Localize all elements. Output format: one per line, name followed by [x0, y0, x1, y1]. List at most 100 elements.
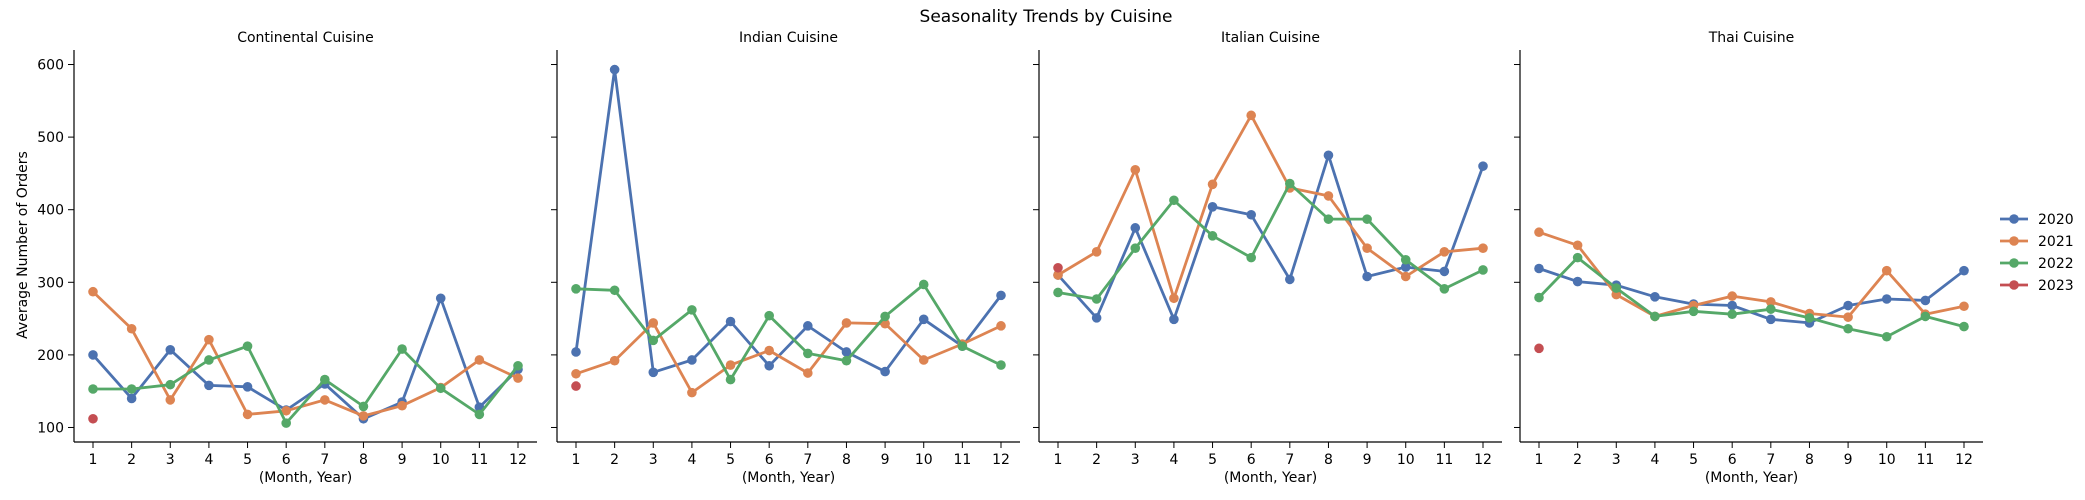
data-point-2021 — [1727, 291, 1737, 301]
data-point-2021 — [320, 395, 330, 405]
data-point-2021 — [918, 355, 929, 365]
data-point-2020 — [803, 321, 813, 331]
data-point-2021 — [1439, 247, 1450, 257]
data-point-2022 — [1572, 252, 1583, 263]
legend-label: 2023 — [2038, 278, 2074, 294]
legend-label: 2021 — [2038, 234, 2074, 250]
data-point-2020 — [1843, 300, 1853, 311]
x-tick-label: 4 — [687, 452, 696, 468]
x-tick-label: 8 — [359, 452, 368, 468]
series-line-2021 — [1057, 113, 1484, 300]
legend-item: 2023 — [2000, 278, 2074, 294]
data-point-2020 — [918, 314, 929, 325]
data-point-2020 — [435, 293, 446, 304]
data-point-2022 — [242, 341, 253, 351]
data-point-2020 — [1362, 271, 1372, 282]
data-point-2023 — [1053, 262, 1063, 273]
legend-item: 2021 — [2000, 234, 2074, 250]
data-point-2021 — [126, 323, 137, 334]
x-tick-label: 10 — [915, 452, 933, 468]
data-point-2022 — [1804, 313, 1815, 323]
data-point-2021 — [204, 334, 214, 345]
x-tick-label: 12 — [1474, 452, 1492, 468]
y-tick-label: 200 — [37, 348, 64, 364]
x-tick-label: 11 — [1916, 452, 1934, 468]
data-point-2020 — [165, 345, 176, 355]
data-point-2022 — [1285, 178, 1295, 189]
data-point-2022 — [126, 384, 137, 394]
data-point-2020 — [242, 382, 253, 392]
facet-title: Italian Cuisine — [1221, 30, 1320, 46]
data-point-2022 — [648, 335, 659, 346]
x-tick-label: 8 — [1805, 452, 1814, 468]
data-point-2022 — [1323, 214, 1334, 224]
x-tick-label: 3 — [1131, 452, 1140, 468]
data-point-2021 — [1091, 247, 1102, 257]
data-point-2020 — [1959, 265, 1969, 276]
data-point-2020 — [1439, 266, 1450, 277]
data-point-2022 — [1688, 306, 1699, 317]
legend-swatch-marker — [2009, 258, 2019, 268]
data-point-2021 — [1246, 110, 1256, 121]
x-tick-label: 3 — [649, 452, 658, 468]
series-line-2020 — [574, 68, 1003, 374]
data-point-2022 — [1920, 311, 1931, 322]
data-point-2022 — [1246, 252, 1256, 263]
data-point-2021 — [397, 400, 407, 411]
x-tick-label: 1 — [89, 452, 98, 468]
x-tick-label: 7 — [1766, 452, 1775, 468]
data-point-2020 — [1766, 314, 1776, 325]
data-point-2020 — [880, 366, 890, 377]
data-point-2022 — [1881, 331, 1892, 342]
data-point-2022 — [435, 383, 446, 394]
data-point-2021 — [996, 321, 1006, 331]
x-tick-label: 3 — [1612, 452, 1621, 468]
series-line-2022 — [93, 344, 520, 425]
data-point-2022 — [165, 379, 176, 390]
data-point-2020 — [687, 355, 697, 365]
series-line-2021 — [1538, 230, 1965, 319]
x-tick-label: 4 — [1650, 452, 1659, 468]
x-tick-label: 10 — [1878, 452, 1896, 468]
data-point-2022 — [571, 284, 581, 294]
x-tick-label: 1 — [1535, 452, 1544, 468]
x-tick-label: 11 — [470, 452, 488, 468]
x-tick-label: 5 — [243, 452, 252, 468]
data-point-2022 — [957, 341, 968, 351]
data-point-2021 — [1766, 297, 1776, 307]
x-tick-label: 8 — [842, 452, 851, 468]
x-tick-label: 12 — [509, 452, 527, 468]
x-tick-label: 6 — [765, 452, 774, 468]
data-point-2021 — [1207, 179, 1218, 190]
data-point-2021 — [474, 355, 485, 365]
x-tick-label: 10 — [1397, 452, 1415, 468]
x-tick-label: 9 — [1363, 452, 1372, 468]
data-point-2020 — [1881, 294, 1892, 304]
data-point-2023 — [1534, 343, 1544, 354]
data-point-2022 — [513, 360, 523, 371]
data-point-2021 — [242, 409, 253, 420]
legend-swatch-marker — [2009, 214, 2019, 224]
data-point-2022 — [1650, 311, 1660, 322]
data-point-2021 — [1534, 227, 1544, 238]
data-point-2022 — [1207, 231, 1218, 241]
x-tick-label: 2 — [1573, 452, 1582, 468]
x-tick-label: 9 — [1844, 452, 1853, 468]
x-tick-label: 1 — [572, 452, 581, 468]
data-point-2020 — [126, 393, 137, 404]
x-tick-label: 11 — [1435, 452, 1453, 468]
x-tick-label: 7 — [803, 452, 812, 468]
data-point-2022 — [725, 374, 736, 385]
y-tick-label: 300 — [37, 275, 64, 291]
x-tick-label: 11 — [953, 452, 971, 468]
data-point-2021 — [1323, 191, 1334, 201]
y-axis-label: Average Number of Orders — [15, 151, 31, 339]
data-point-2021 — [803, 368, 813, 378]
data-point-2021 — [609, 355, 620, 366]
data-point-2022 — [996, 360, 1006, 370]
data-point-2021 — [725, 360, 736, 370]
